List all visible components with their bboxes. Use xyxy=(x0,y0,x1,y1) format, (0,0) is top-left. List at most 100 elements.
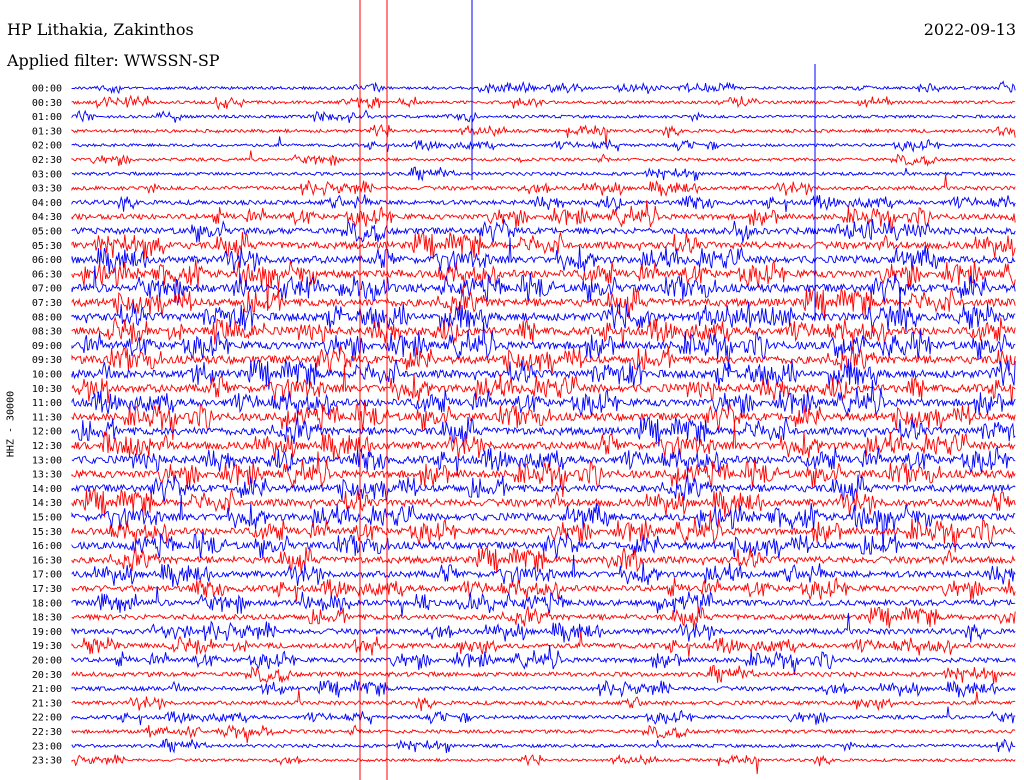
seismic-trace xyxy=(71,451,1016,498)
seismic-trace xyxy=(71,510,1016,553)
row-time-label: 13:00 xyxy=(32,455,62,466)
row-time-label: 16:00 xyxy=(32,541,62,552)
row-time-label: 11:00 xyxy=(32,398,62,409)
seismic-trace xyxy=(71,546,1016,574)
row-time-label: 16:30 xyxy=(32,555,62,566)
seismic-trace xyxy=(71,194,1016,213)
row-time-label: 02:00 xyxy=(32,141,62,152)
seismic-trace xyxy=(71,416,1016,447)
row-time-label: 18:00 xyxy=(32,598,62,609)
seismic-trace xyxy=(71,80,1016,95)
seismic-trace xyxy=(71,586,1016,617)
seismic-trace xyxy=(71,259,1016,311)
seismic-trace xyxy=(71,358,1016,390)
row-time-label: 12:30 xyxy=(32,441,62,452)
row-time-label: 09:00 xyxy=(32,341,62,352)
row-time-label: 00:00 xyxy=(32,84,62,95)
seismic-trace xyxy=(71,422,1016,461)
row-time-label: 09:30 xyxy=(32,355,62,366)
row-time-label: 04:00 xyxy=(32,198,62,209)
seismic-trace xyxy=(71,445,1016,476)
seismic-trace xyxy=(71,689,1016,712)
row-time-label: 03:30 xyxy=(32,184,62,195)
row-time-label: 07:30 xyxy=(32,298,62,309)
seismic-trace xyxy=(71,664,1016,684)
seismic-trace xyxy=(71,706,1016,726)
seismic-trace xyxy=(71,678,1016,698)
row-time-label: 10:00 xyxy=(32,370,62,381)
row-time-label: 19:30 xyxy=(32,641,62,652)
seismic-trace xyxy=(71,631,1016,657)
row-time-label: 05:30 xyxy=(32,241,62,252)
filter-label: Applied filter: WWSSN-SP xyxy=(7,51,220,70)
row-time-label: 11:30 xyxy=(32,412,62,423)
row-time-label: 03:00 xyxy=(32,169,62,180)
row-time-label: 08:00 xyxy=(32,312,62,323)
seismic-trace xyxy=(71,724,1016,744)
row-time-label: 22:30 xyxy=(32,727,62,738)
record-date: 2022-09-13 xyxy=(923,20,1016,39)
row-time-label: 01:30 xyxy=(32,126,62,137)
seismic-trace xyxy=(71,174,1016,197)
station-title: HP Lithakia, Zakinthos xyxy=(7,20,194,39)
row-time-label: 07:00 xyxy=(32,284,62,295)
row-time-label: 10:30 xyxy=(32,384,62,395)
seismic-trace xyxy=(71,94,1016,111)
row-time-label: 23:00 xyxy=(32,741,62,752)
seismic-trace xyxy=(71,265,1016,303)
seismic-trace xyxy=(71,321,1016,370)
row-time-label: 01:00 xyxy=(32,112,62,123)
row-time-label: 21:00 xyxy=(32,684,62,695)
seismic-trace xyxy=(71,136,1016,153)
seismic-trace xyxy=(71,645,1016,676)
seismic-trace xyxy=(71,364,1016,405)
row-time-label: 04:30 xyxy=(32,212,62,223)
seismic-trace xyxy=(71,200,1016,234)
row-time-label: 17:00 xyxy=(32,570,62,581)
seismic-trace xyxy=(71,606,1016,629)
row-time-label: 19:00 xyxy=(32,627,62,638)
seismic-trace xyxy=(71,489,1016,518)
row-time-label: 22:00 xyxy=(32,713,62,724)
seismic-trace xyxy=(71,379,1016,418)
seismic-trace xyxy=(71,576,1016,602)
row-time-label: 20:30 xyxy=(32,670,62,681)
seismic-trace xyxy=(71,218,1016,243)
row-time-label: 12:00 xyxy=(32,427,62,438)
seismic-trace xyxy=(71,753,1016,775)
seismic-trace xyxy=(71,344,1016,374)
row-time-label: 13:30 xyxy=(32,470,62,481)
seismic-trace xyxy=(71,316,1016,348)
row-time-label: 06:00 xyxy=(32,255,62,266)
row-time-label: 14:00 xyxy=(32,484,62,495)
seismic-trace xyxy=(71,402,1016,440)
seismic-trace xyxy=(71,612,1016,643)
row-time-label: 05:00 xyxy=(32,227,62,238)
seismic-trace xyxy=(71,474,1016,504)
seismic-trace xyxy=(71,494,1016,553)
row-time-label: 15:00 xyxy=(32,513,62,524)
seismic-trace xyxy=(71,231,1016,260)
row-time-label: 20:00 xyxy=(32,656,62,667)
seismic-trace xyxy=(71,166,1016,182)
row-time-label: 06:30 xyxy=(32,269,62,280)
row-time-label: 08:30 xyxy=(32,327,62,338)
row-time-label: 18:30 xyxy=(32,613,62,624)
seismic-trace xyxy=(71,237,1016,275)
row-time-label: 17:30 xyxy=(32,584,62,595)
row-time-label: 14:30 xyxy=(32,498,62,509)
seismic-trace xyxy=(71,738,1016,754)
seismic-trace xyxy=(71,150,1016,167)
seismic-trace xyxy=(71,124,1016,148)
row-time-label: 23:30 xyxy=(32,756,62,767)
seismic-trace xyxy=(71,287,1016,319)
row-time-label: 15:30 xyxy=(32,527,62,538)
seismic-trace xyxy=(71,554,1016,587)
row-time-label: 00:30 xyxy=(32,98,62,109)
row-time-label: 21:30 xyxy=(32,698,62,709)
seismic-trace xyxy=(71,287,1016,333)
seismic-trace xyxy=(71,531,1016,559)
seismic-trace xyxy=(71,109,1016,123)
row-time-label: 02:30 xyxy=(32,155,62,166)
